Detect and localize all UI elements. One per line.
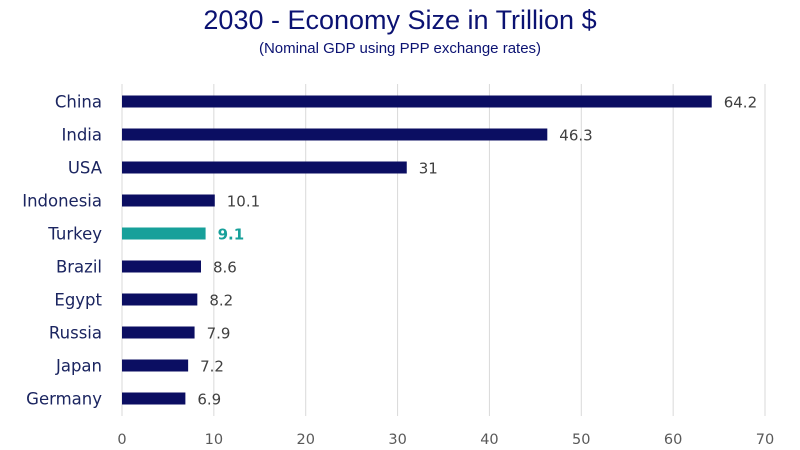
x-tick-label: 30 — [388, 432, 406, 448]
category-label-japan: Japan — [55, 357, 102, 376]
bar-china — [122, 95, 712, 108]
value-label-egypt: 8.2 — [209, 292, 233, 310]
bar-usa — [122, 161, 407, 174]
category-label-indonesia: Indonesia — [22, 192, 102, 211]
x-tick-label: 40 — [480, 432, 498, 448]
bar-japan — [122, 359, 189, 372]
value-label-turkey: 9.1 — [218, 226, 245, 244]
bar-indonesia — [122, 194, 215, 207]
category-label-turkey: Turkey — [47, 225, 102, 244]
value-label-germany: 6.9 — [197, 391, 221, 409]
bars — [122, 95, 712, 405]
chart-subtitle: (Nominal GDP using PPP exchange rates) — [259, 40, 541, 57]
value-label-russia: 7.9 — [207, 325, 231, 343]
value-label-japan: 7.2 — [200, 358, 224, 376]
x-tick-label: 0 — [117, 432, 126, 448]
category-label-india: India — [62, 126, 103, 145]
x-axis: 0 10 20 30 40 50 60 70 — [117, 432, 774, 448]
bar-russia — [122, 326, 195, 339]
value-label-brazil: 8.6 — [213, 259, 237, 277]
category-label-germany: Germany — [26, 390, 102, 409]
x-tick-label: 60 — [664, 432, 682, 448]
category-label-egypt: Egypt — [54, 291, 102, 310]
category-label-brazil: Brazil — [56, 258, 102, 277]
x-tick-label: 50 — [572, 432, 590, 448]
value-label-china: 64.2 — [724, 94, 757, 112]
category-label-usa: USA — [68, 159, 103, 178]
category-label-china: China — [55, 93, 102, 112]
bar-brazil — [122, 260, 201, 273]
value-label-india: 46.3 — [559, 127, 592, 145]
value-label-indonesia: 10.1 — [227, 193, 260, 211]
chart-title: 2030 - Economy Size in Trillion $ — [203, 5, 596, 35]
bar-germany — [122, 392, 186, 405]
bar-turkey — [122, 227, 206, 240]
category-label-russia: Russia — [49, 324, 102, 343]
x-tick-label: 10 — [205, 432, 223, 448]
x-tick-label: 20 — [296, 432, 314, 448]
bar-india — [122, 128, 548, 141]
labels: China 64.2 India 46.3 USA 31 Indonesia 10.1 Turk… — [22, 93, 757, 409]
x-tick-label: 70 — [756, 432, 774, 448]
bar-egypt — [122, 293, 198, 306]
value-label-usa: 31 — [419, 160, 438, 178]
